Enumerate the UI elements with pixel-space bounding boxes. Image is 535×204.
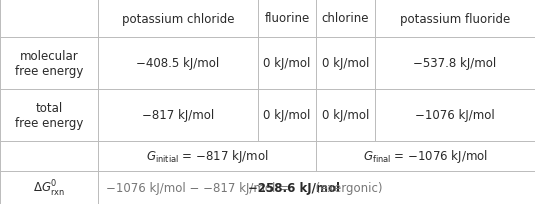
Text: (exergonic): (exergonic) (312, 181, 383, 194)
Text: −1076 kJ/mol: −1076 kJ/mol (415, 109, 495, 122)
Text: $\Delta G^0_{\mathrm{rxn}}$: $\Delta G^0_{\mathrm{rxn}}$ (33, 177, 65, 198)
Text: $G_{\mathrm{initial}}$ = −817 kJ/mol: $G_{\mathrm{initial}}$ = −817 kJ/mol (146, 148, 268, 165)
Text: −1076 kJ/mol − −817 kJ/mol =: −1076 kJ/mol − −817 kJ/mol = (106, 181, 293, 194)
Text: 0 kJ/mol: 0 kJ/mol (263, 109, 311, 122)
Text: 0 kJ/mol: 0 kJ/mol (322, 109, 369, 122)
Text: molecular
free energy: molecular free energy (15, 50, 83, 78)
Text: potassium fluoride: potassium fluoride (400, 12, 510, 25)
Text: total
free energy: total free energy (15, 102, 83, 129)
Text: −408.5 kJ/mol: −408.5 kJ/mol (136, 57, 220, 70)
Text: fluorine: fluorine (264, 12, 310, 25)
Text: −258.6 kJ/mol: −258.6 kJ/mol (248, 181, 340, 194)
Text: −537.8 kJ/mol: −537.8 kJ/mol (414, 57, 496, 70)
Text: 0 kJ/mol: 0 kJ/mol (322, 57, 369, 70)
Text: $G_{\mathrm{final}}$ = −1076 kJ/mol: $G_{\mathrm{final}}$ = −1076 kJ/mol (363, 148, 488, 165)
Text: 0 kJ/mol: 0 kJ/mol (263, 57, 311, 70)
Text: chlorine: chlorine (322, 12, 369, 25)
Text: potassium chloride: potassium chloride (122, 12, 234, 25)
Text: −817 kJ/mol: −817 kJ/mol (142, 109, 214, 122)
